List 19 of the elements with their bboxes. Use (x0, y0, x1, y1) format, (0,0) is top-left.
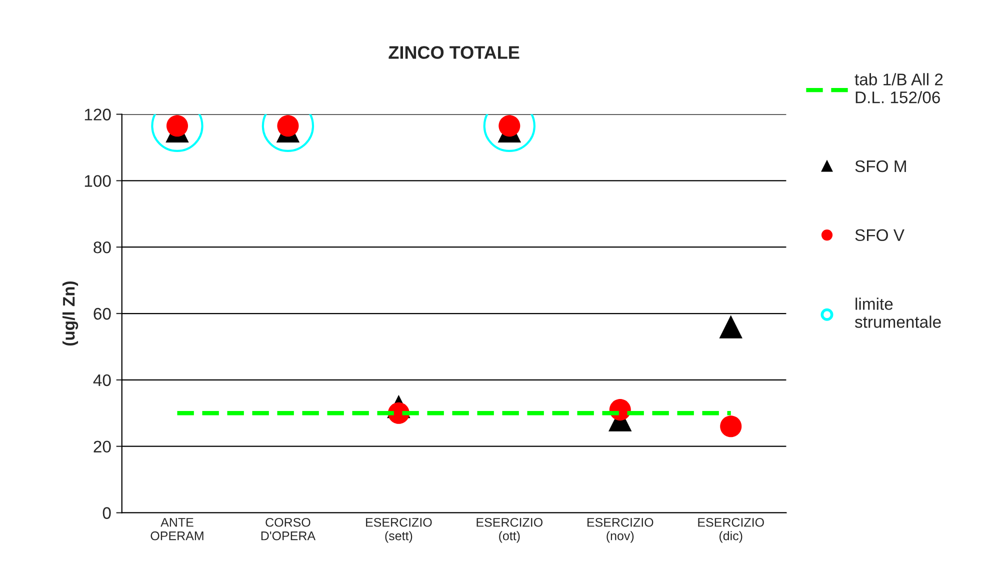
y-tick-label: 40 (93, 374, 111, 386)
y-tick-label: 120 (84, 108, 111, 120)
y-tick-label: 100 (84, 175, 111, 187)
legend-label: SFO V (855, 229, 904, 242)
chart-title: ZINCO TOTALE (388, 46, 520, 59)
x-tick-label: ESERCIZIO (sett) (366, 518, 432, 543)
legend-label: limite strumentale (854, 298, 941, 328)
y-tick-label: 0 (102, 507, 111, 519)
y-tick-label: 60 (94, 308, 111, 320)
x-tick-label: CORSO D'OPERA (261, 518, 316, 540)
x-tick-label: ESERCIZIO (nov) (587, 518, 654, 543)
y-axis-title: (ug/l Zn) (62, 281, 78, 346)
x-tick-label: ANTE OPERAM (150, 518, 204, 540)
x-tick-label: ESERCIZIO (ott) (476, 518, 542, 543)
x-tick-label: ESERCIZIO (dic) (698, 518, 764, 543)
y-tick-label: 80 (94, 242, 111, 254)
legend-label: SFO M (855, 160, 906, 172)
y-tick-label: 20 (94, 440, 111, 453)
legend-label: tab 1/B All 2 D.L. 152/06 (854, 73, 943, 104)
